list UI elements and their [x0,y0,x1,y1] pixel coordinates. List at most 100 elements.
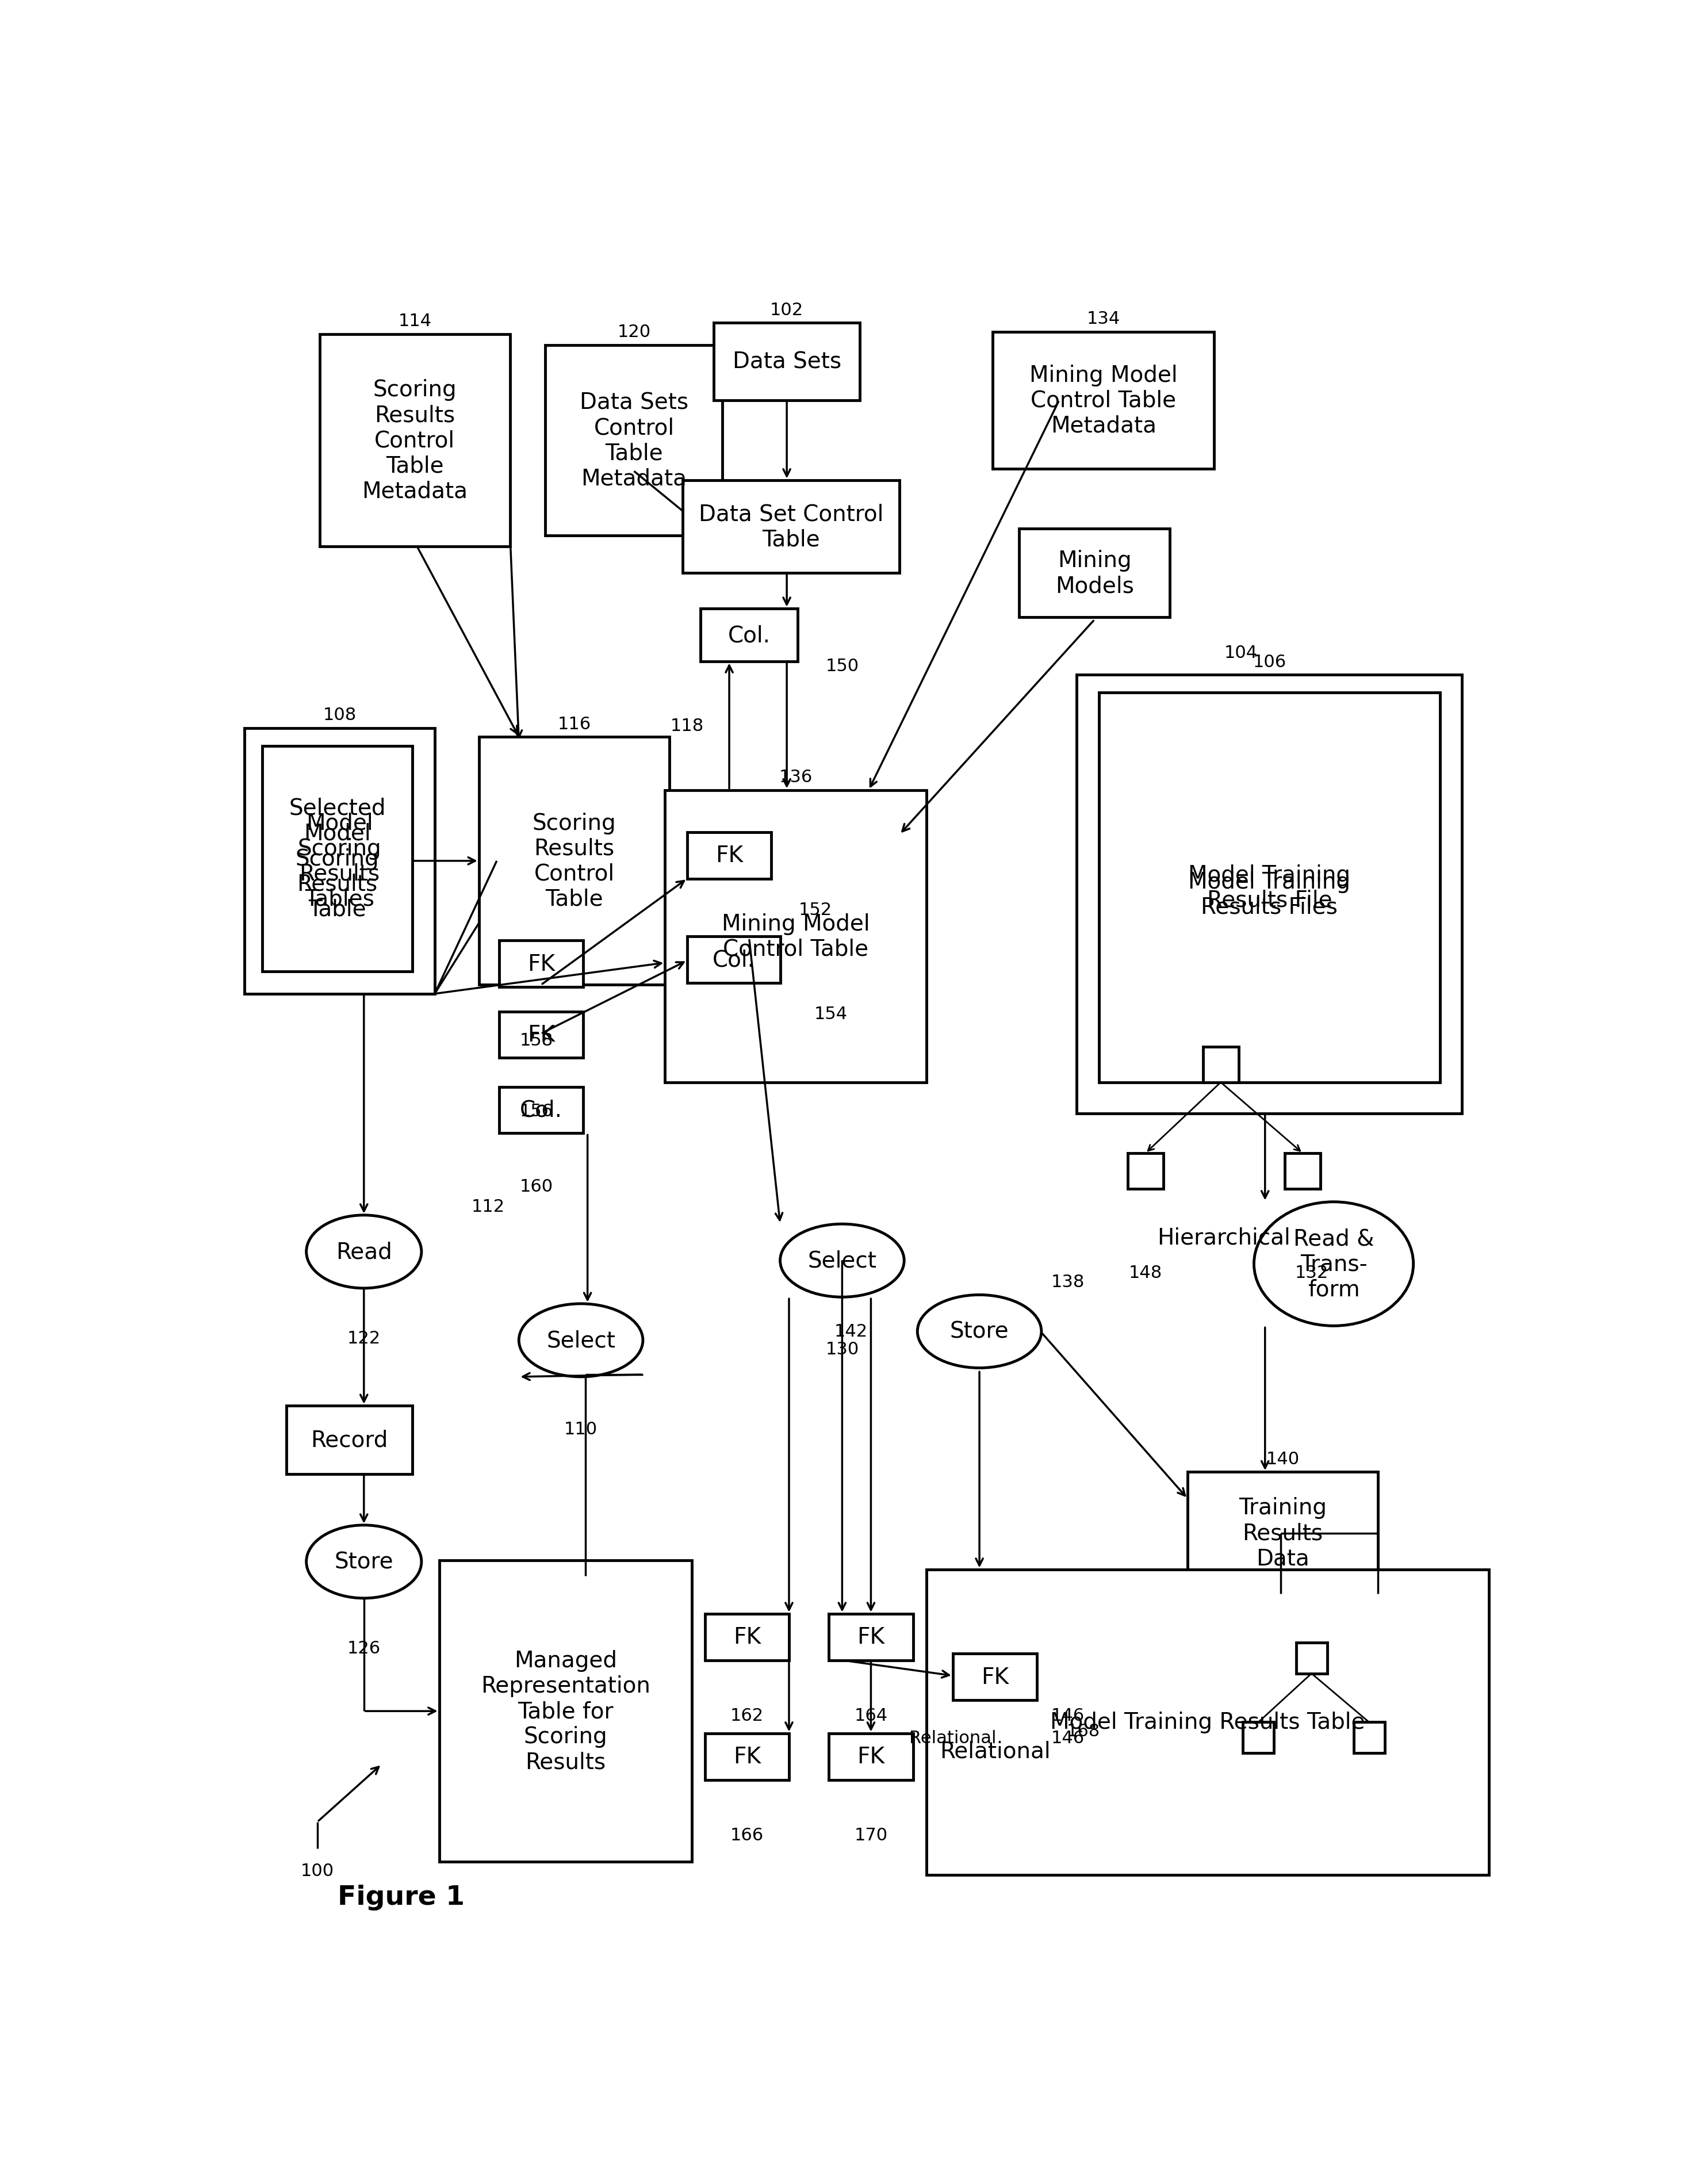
Text: Scoring
Results
Control
Table
Metadata: Scoring Results Control Table Metadata [362,380,468,503]
Text: 142: 142 [834,1323,868,1341]
Text: Selected
Model
Scoring
Results
Table: Selected Model Scoring Results Table [289,797,386,920]
FancyBboxPatch shape [287,1406,413,1475]
FancyBboxPatch shape [705,1613,789,1660]
Text: Read: Read [336,1241,393,1263]
Text: 146: 146 [1050,1708,1085,1725]
FancyBboxPatch shape [705,1734,789,1779]
Text: Read &
Trans-
form: Read & Trans- form [1293,1228,1373,1300]
FancyBboxPatch shape [1243,1723,1274,1753]
Text: 112: 112 [471,1198,504,1216]
Text: 104: 104 [1225,646,1257,661]
Text: 118: 118 [671,717,704,734]
Text: Model
Scoring
Results
Tables: Model Scoring Results Tables [297,812,381,911]
Text: FK: FK [980,1667,1009,1688]
FancyBboxPatch shape [499,1086,582,1133]
FancyBboxPatch shape [828,1734,914,1779]
FancyBboxPatch shape [1020,529,1170,617]
Text: Data Sets: Data Sets [733,352,840,374]
Text: 114: 114 [398,313,432,330]
Text: 136: 136 [779,769,813,786]
Text: 166: 166 [731,1827,763,1844]
Text: 100: 100 [301,1863,335,1878]
Text: 116: 116 [557,715,591,732]
Text: 160: 160 [519,1179,553,1194]
FancyBboxPatch shape [499,1013,582,1058]
FancyBboxPatch shape [478,736,670,985]
Text: Col.: Col. [712,948,755,972]
Text: Col.: Col. [519,1099,562,1121]
Ellipse shape [917,1295,1042,1369]
FancyBboxPatch shape [664,790,926,1082]
Text: 130: 130 [825,1341,859,1358]
Text: Scoring
Results
Control
Table: Scoring Results Control Table [533,812,617,911]
FancyBboxPatch shape [1202,1047,1238,1082]
FancyBboxPatch shape [1098,693,1440,1082]
Text: Hierarchical: Hierarchical [1158,1226,1291,1248]
Text: 168: 168 [1068,1723,1100,1740]
Ellipse shape [519,1304,642,1377]
FancyBboxPatch shape [1076,676,1462,1114]
FancyBboxPatch shape [1187,1472,1378,1593]
Text: 120: 120 [617,324,651,341]
Text: Store: Store [335,1550,393,1572]
FancyBboxPatch shape [683,481,900,574]
Text: Relational: Relational [939,1740,1050,1762]
FancyBboxPatch shape [953,1654,1037,1699]
FancyBboxPatch shape [499,941,582,987]
FancyBboxPatch shape [319,335,511,546]
FancyBboxPatch shape [261,747,413,972]
FancyBboxPatch shape [244,728,436,993]
Text: FK: FK [528,1023,555,1045]
FancyBboxPatch shape [1127,1153,1163,1190]
FancyBboxPatch shape [714,324,859,402]
Text: Store: Store [950,1321,1009,1343]
Text: Mining Model
Control Table: Mining Model Control Table [721,913,869,961]
FancyBboxPatch shape [545,345,722,535]
Text: FK: FK [528,952,555,976]
Text: 122: 122 [347,1330,381,1347]
Text: FK: FK [716,844,743,866]
FancyBboxPatch shape [439,1561,692,1861]
Text: Model Training
Results Files: Model Training Results Files [1189,870,1351,918]
Text: Figure 1: Figure 1 [338,1885,465,1911]
Text: 158: 158 [519,1032,553,1049]
Text: FK: FK [857,1626,885,1647]
Text: 152: 152 [799,902,832,918]
Text: Mining Model
Control Table
Metadata: Mining Model Control Table Metadata [1030,365,1177,436]
Text: 126: 126 [347,1641,381,1656]
Ellipse shape [781,1224,904,1298]
FancyBboxPatch shape [992,332,1214,469]
Text: 156: 156 [519,1103,553,1121]
Text: Mining
Models: Mining Models [1056,551,1134,598]
Ellipse shape [1254,1203,1413,1326]
Text: Model Training
Results File: Model Training Results File [1189,864,1351,911]
FancyBboxPatch shape [828,1613,914,1660]
Text: 170: 170 [854,1827,888,1844]
Text: 150: 150 [825,658,859,676]
Text: Data Set Control
Table: Data Set Control Table [699,503,883,551]
Text: 108: 108 [323,706,357,723]
Text: Managed
Representation
Table for
Scoring
Results: Managed Representation Table for Scoring… [480,1649,651,1773]
Text: 106: 106 [1252,654,1286,669]
Ellipse shape [306,1524,422,1598]
FancyBboxPatch shape [1353,1723,1385,1753]
Text: 162: 162 [731,1708,763,1725]
Text: FK: FK [733,1747,760,1768]
Text: 110: 110 [564,1421,598,1438]
Text: Record: Record [311,1429,388,1451]
FancyBboxPatch shape [687,833,772,879]
FancyBboxPatch shape [926,1570,1489,1874]
Text: Data Sets
Control
Table
Metadata: Data Sets Control Table Metadata [579,391,688,490]
Text: Relational: Relational [909,1729,996,1747]
Text: Col.: Col. [728,624,770,646]
Ellipse shape [306,1216,422,1289]
FancyBboxPatch shape [1284,1153,1320,1190]
Text: Training
Results
Data: Training Results Data [1238,1496,1327,1570]
Text: Select: Select [547,1330,615,1352]
FancyBboxPatch shape [1296,1643,1327,1673]
Text: 134: 134 [1086,311,1120,328]
Text: 138: 138 [1050,1274,1085,1291]
Text: Model Training Results Table: Model Training Results Table [1050,1712,1365,1734]
Text: FK: FK [733,1626,760,1647]
Text: 164: 164 [854,1708,888,1725]
